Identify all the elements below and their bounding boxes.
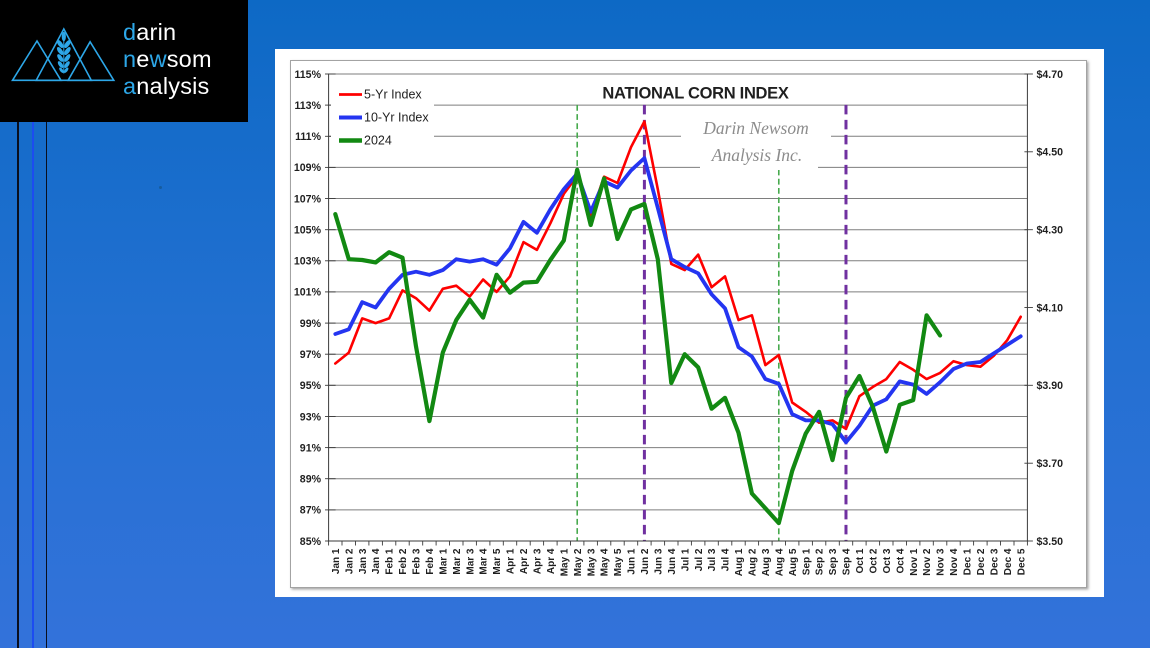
svg-text:Aug 3: Aug 3 — [761, 548, 772, 576]
svg-text:$4.70: $4.70 — [1037, 69, 1064, 81]
svg-text:Feb 4: Feb 4 — [425, 548, 436, 575]
svg-text:Jun 2: Jun 2 — [640, 548, 651, 575]
svg-text:May 1: May 1 — [559, 548, 570, 576]
svg-text:Mar 1: Mar 1 — [438, 548, 449, 575]
svg-text:$3.70: $3.70 — [1037, 458, 1064, 470]
svg-text:115%: 115% — [294, 69, 321, 81]
svg-text:Apr 4: Apr 4 — [546, 548, 557, 574]
svg-text:Oct 2: Oct 2 — [869, 548, 880, 573]
svg-text:Apr 1: Apr 1 — [506, 548, 517, 574]
svg-text:Nov 1: Nov 1 — [909, 548, 920, 576]
svg-text:May 5: May 5 — [613, 548, 624, 576]
svg-text:Aug 4: Aug 4 — [774, 548, 785, 576]
svg-text:Darin Newsom: Darin Newsom — [702, 118, 809, 138]
svg-text:Dec 3: Dec 3 — [989, 548, 1000, 575]
svg-text:Nov 3: Nov 3 — [936, 548, 947, 576]
svg-text:Oct 4: Oct 4 — [895, 548, 906, 573]
svg-text:101%: 101% — [294, 287, 322, 299]
svg-text:May 4: May 4 — [600, 548, 611, 576]
svg-text:Jul 4: Jul 4 — [721, 548, 732, 571]
svg-text:2024: 2024 — [364, 134, 392, 148]
svg-text:Sep 1: Sep 1 — [801, 548, 812, 575]
svg-text:111%: 111% — [295, 131, 322, 143]
svg-text:$3.90: $3.90 — [1037, 380, 1064, 392]
svg-text:Nov 2: Nov 2 — [922, 548, 933, 576]
svg-text:Mar 2: Mar 2 — [452, 548, 463, 575]
svg-text:Jan 3: Jan 3 — [358, 548, 369, 574]
svg-text:103%: 103% — [294, 256, 322, 268]
svg-text:Jul 2: Jul 2 — [694, 548, 705, 571]
svg-text:Sep 2: Sep 2 — [815, 548, 826, 575]
svg-text:10-Yr Index: 10-Yr Index — [364, 111, 429, 125]
svg-text:Aug 2: Aug 2 — [748, 548, 759, 576]
svg-text:Apr 2: Apr 2 — [519, 548, 530, 574]
svg-text:5-Yr Index: 5-Yr Index — [364, 88, 422, 102]
svg-text:Aug 5: Aug 5 — [788, 548, 799, 576]
svg-text:87%: 87% — [300, 505, 322, 517]
svg-text:May 2: May 2 — [573, 548, 584, 576]
svg-text:$4.50: $4.50 — [1037, 147, 1064, 159]
svg-text:85%: 85% — [300, 536, 322, 548]
svg-text:Analysis Inc.: Analysis Inc. — [711, 145, 802, 165]
svg-text:$3.50: $3.50 — [1037, 536, 1064, 548]
svg-text:107%: 107% — [294, 193, 322, 205]
svg-text:Jan 4: Jan 4 — [371, 548, 382, 574]
svg-text:Jul 3: Jul 3 — [707, 548, 718, 571]
svg-text:93%: 93% — [300, 411, 322, 423]
svg-text:Dec 4: Dec 4 — [1003, 548, 1014, 575]
svg-text:Feb 2: Feb 2 — [398, 548, 409, 575]
svg-text:Dec 5: Dec 5 — [1016, 548, 1027, 575]
svg-text:Sep 4: Sep 4 — [842, 548, 853, 575]
svg-text:Jan 1: Jan 1 — [331, 548, 342, 574]
svg-text:91%: 91% — [300, 442, 322, 454]
svg-text:Jun 1: Jun 1 — [627, 548, 638, 575]
svg-text:Nov 4: Nov 4 — [949, 548, 960, 576]
svg-text:99%: 99% — [300, 318, 322, 330]
svg-text:Dec 2: Dec 2 — [976, 548, 987, 575]
svg-text:Feb 3: Feb 3 — [412, 548, 423, 575]
svg-text:NATIONAL CORN INDEX: NATIONAL CORN INDEX — [602, 85, 788, 103]
svg-text:Jan 2: Jan 2 — [344, 548, 355, 574]
svg-text:109%: 109% — [294, 162, 322, 174]
svg-text:$4.30: $4.30 — [1037, 225, 1064, 237]
svg-text:Sep 3: Sep 3 — [828, 548, 839, 575]
svg-text:$4.10: $4.10 — [1037, 302, 1064, 314]
svg-text:113%: 113% — [294, 100, 321, 112]
svg-text:95%: 95% — [300, 380, 322, 392]
svg-text:Dec 1: Dec 1 — [963, 548, 974, 575]
svg-text:Mar 4: Mar 4 — [479, 548, 490, 575]
svg-text:Oct 1: Oct 1 — [855, 548, 866, 573]
svg-text:Jun 4: Jun 4 — [667, 548, 678, 575]
svg-text:Feb 1: Feb 1 — [385, 548, 396, 575]
svg-text:Mar 5: Mar 5 — [492, 548, 503, 575]
svg-text:Jul 1: Jul 1 — [680, 548, 691, 571]
svg-text:Mar 3: Mar 3 — [465, 548, 476, 575]
svg-text:Jun 3: Jun 3 — [653, 548, 664, 575]
svg-text:89%: 89% — [300, 474, 322, 486]
svg-text:May 3: May 3 — [586, 548, 597, 576]
svg-text:Oct 3: Oct 3 — [882, 548, 893, 573]
svg-text:97%: 97% — [300, 349, 322, 361]
svg-text:105%: 105% — [294, 225, 322, 237]
svg-text:Aug 1: Aug 1 — [734, 548, 745, 576]
svg-text:Apr 3: Apr 3 — [533, 548, 544, 574]
